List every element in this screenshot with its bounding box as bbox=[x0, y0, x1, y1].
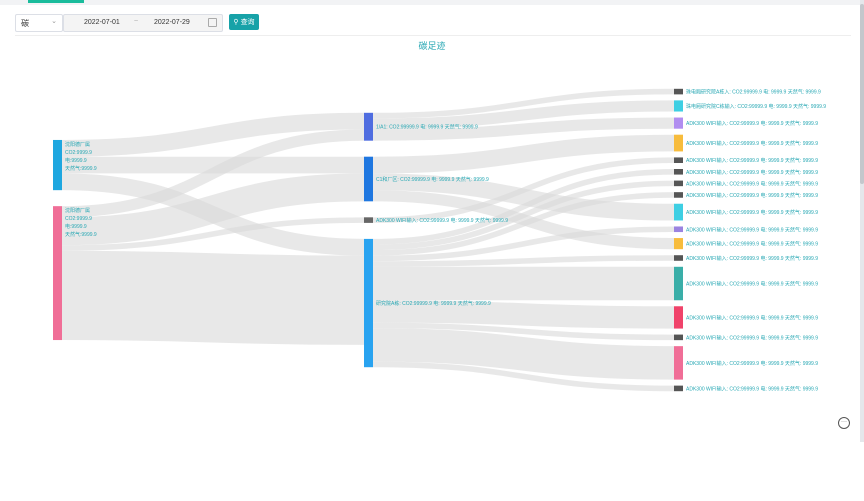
sankey-link-m4-t16[interactable] bbox=[372, 328, 675, 380]
calendar-icon bbox=[208, 18, 217, 27]
sankey-node-label-t6: ADK300 WIFI输入: CO2:99999.9 电: 9999.9 天然气… bbox=[686, 169, 818, 176]
sankey-node-s1[interactable] bbox=[53, 139, 62, 191]
sankey-node-t2[interactable] bbox=[674, 100, 683, 112]
chart-title: 碳足迹 bbox=[418, 41, 446, 51]
sankey-node-label-t17: ADK300 WIFI输入: CO2:99999.9 电: 9999.9 天然气… bbox=[686, 385, 818, 392]
chat-icon[interactable]: ··· bbox=[838, 417, 850, 429]
active-tab-indicator bbox=[28, 0, 84, 3]
sankey-node-label-t7: ADK300 WIFI输入: CO2:99999.9 电: 9999.9 天然气… bbox=[686, 180, 818, 187]
sankey-node-label-t4: ADK300 WIFI输入: CO2:99999.9 电: 9999.9 天然气… bbox=[686, 140, 818, 147]
sankey-node-label-t14: ADK300 WIFI输入: CO2:99999.9 电: 9999.9 天然气… bbox=[686, 314, 818, 321]
sankey-link-m3-t5[interactable] bbox=[372, 157, 675, 223]
chevron-down-icon: ⌄ bbox=[51, 18, 57, 25]
sankey-node-label-m3: ADK300 WIFI输入: CO2:99999.9 电: 9999.9 天然气… bbox=[376, 217, 508, 224]
sankey-link-m1-t2[interactable] bbox=[372, 100, 675, 130]
sankey-node-t1[interactable] bbox=[674, 88, 683, 95]
sankey-link-m2-t9[interactable] bbox=[372, 173, 675, 221]
scrollbar-thumb[interactable] bbox=[860, 4, 864, 184]
sankey-link-m4-t6[interactable] bbox=[372, 169, 675, 245]
sankey-node-t5[interactable] bbox=[674, 157, 683, 164]
sankey-link-m1-t1[interactable] bbox=[372, 88, 675, 119]
sankey-node-label-m1: 1/A1: CO2:99999.9 电: 9999.9 天然气: 9999.9 bbox=[376, 124, 478, 131]
sankey-node-label-t16: ADK300 WIFI输入: CO2:99999.9 电: 9999.9 天然气… bbox=[686, 360, 818, 367]
sankey-node-label-s1: 沈阳德厂属 CO2:9999.9 电:9999.9 天然气:9999.9 bbox=[65, 141, 97, 172]
sankey-node-m4[interactable] bbox=[364, 238, 373, 368]
search-icon: ⚲ bbox=[233, 19, 239, 26]
sankey-node-label-t2: 珠电厢研究院C栋输入: CO2:99999.9 电: 9999.9 天然气: 9… bbox=[686, 103, 826, 110]
sankey-node-label-t12: ADK300 WIFI输入: CO2:99999.9 电: 9999.9 天然气… bbox=[686, 255, 818, 262]
sankey-node-m1[interactable] bbox=[364, 112, 373, 141]
sankey-link-s2-m4[interactable] bbox=[61, 250, 365, 345]
sankey-link-s2-m3[interactable] bbox=[61, 217, 365, 251]
sankey-link-m4-t12[interactable] bbox=[372, 255, 675, 267]
start-date[interactable]: 2022-07-01 bbox=[84, 19, 120, 26]
sankey-node-t9[interactable] bbox=[674, 203, 683, 221]
sankey-node-label-t13: ADK300 WIFI输入: CO2:99999.9 电: 9999.9 天然气… bbox=[686, 281, 818, 288]
sankey-nodes bbox=[53, 88, 683, 392]
sankey-node-t12[interactable] bbox=[674, 255, 683, 261]
sankey-node-t11[interactable] bbox=[674, 238, 683, 250]
sankey-link-m4-t17[interactable] bbox=[372, 361, 675, 392]
sankey-node-label-t5: ADK300 WIFI输入: CO2:99999.9 电: 9999.9 天然气… bbox=[686, 157, 818, 164]
sankey-node-m2[interactable] bbox=[364, 156, 373, 202]
sankey-node-t8[interactable] bbox=[674, 192, 683, 198]
date-range-picker[interactable]: 2022-07-01 ~ 2022-07-29 bbox=[63, 14, 223, 32]
sankey-node-label-t10: ADK300 WIFI输入: CO2:99999.9 电: 9999.9 天然气… bbox=[686, 226, 818, 233]
sankey-node-t14[interactable] bbox=[674, 306, 683, 329]
sankey-labels: 沈阳德厂属 CO2:9999.9 电:9999.9 天然气:9999.9 沈阳德厂属 CO… bbox=[65, 89, 826, 393]
sankey-node-t17[interactable] bbox=[674, 385, 683, 392]
sankey-node-label-t11: ADK300 WIFI输入: CO2:99999.9 电: 9999.9 天然气… bbox=[686, 241, 818, 248]
sankey-node-label-t9: ADK300 WIFI输入: CO2:99999.9 电: 9999.9 天然气… bbox=[686, 209, 818, 216]
sankey-link-m4-t10[interactable] bbox=[372, 226, 675, 262]
sankey-link-s1-m1[interactable] bbox=[61, 112, 365, 157]
end-date[interactable]: 2022-07-29 bbox=[154, 19, 190, 26]
sankey-links bbox=[61, 88, 675, 392]
sankey-node-t10[interactable] bbox=[674, 226, 683, 233]
sankey-node-t7[interactable] bbox=[674, 180, 683, 187]
sankey-link-m4-t14[interactable] bbox=[372, 300, 675, 329]
sankey-node-label-m2: C1和厂区: CO2:99999.9 电: 9999.9 天然气: 9999.9 bbox=[376, 176, 489, 183]
top-bar bbox=[0, 0, 864, 5]
sankey-link-s2-m1[interactable] bbox=[61, 129, 365, 218]
sankey-link-m4-t8[interactable] bbox=[372, 192, 675, 256]
sankey-node-label-t3: ADK300 WIFI输入: CO2:99999.9 电: 9999.9 天然气… bbox=[686, 120, 818, 127]
sankey-link-m2-t4[interactable] bbox=[372, 134, 675, 174]
sankey-node-label-t1: 珠电厢研究院A栋入: CO2:99999.9 电: 9999.9 天然气: 99… bbox=[686, 89, 821, 96]
sankey-node-t13[interactable] bbox=[674, 266, 683, 301]
sankey-node-label-t8: ADK300 WIFI输入: CO2:99999.9 电: 9999.9 天然气… bbox=[686, 192, 818, 199]
sankey-node-t16[interactable] bbox=[674, 346, 683, 380]
divider bbox=[15, 35, 851, 36]
sankey-link-m2-t11[interactable] bbox=[372, 190, 675, 250]
sankey-node-label-s2: 沈阳德厂属 CO2:9999.9 电:9999.9 天然气:9999.9 bbox=[65, 207, 97, 238]
sankey-node-t3[interactable] bbox=[674, 117, 683, 129]
sankey-link-m4-t7[interactable] bbox=[372, 180, 675, 251]
sankey-link-m4-t15[interactable] bbox=[372, 322, 675, 341]
sankey-node-label-m4: 研究院A栋: CO2:99999.9 电: 9999.9 天然气: 9999.9 bbox=[376, 300, 491, 307]
sankey-node-m3[interactable] bbox=[364, 217, 373, 223]
sankey-link-m1-t3[interactable] bbox=[372, 117, 675, 141]
query-button[interactable]: ⚲ 查询 bbox=[229, 14, 259, 30]
sankey-node-t15[interactable] bbox=[674, 334, 683, 341]
sankey-link-s2-m2[interactable] bbox=[61, 173, 365, 246]
sankey-node-label-t15: ADK300 WIFI输入: CO2:99999.9 电: 9999.9 天然气… bbox=[686, 334, 818, 341]
type-select-value: 碳 bbox=[21, 19, 29, 28]
sankey-node-t6[interactable] bbox=[674, 169, 683, 175]
query-button-label: 查询 bbox=[240, 19, 255, 26]
sankey-node-s2[interactable] bbox=[53, 206, 62, 341]
date-separator: ~ bbox=[134, 18, 139, 25]
sankey-node-t4[interactable] bbox=[674, 134, 683, 152]
scrollbar[interactable] bbox=[860, 0, 864, 442]
type-select[interactable]: 碳 ⌄ bbox=[15, 14, 63, 32]
